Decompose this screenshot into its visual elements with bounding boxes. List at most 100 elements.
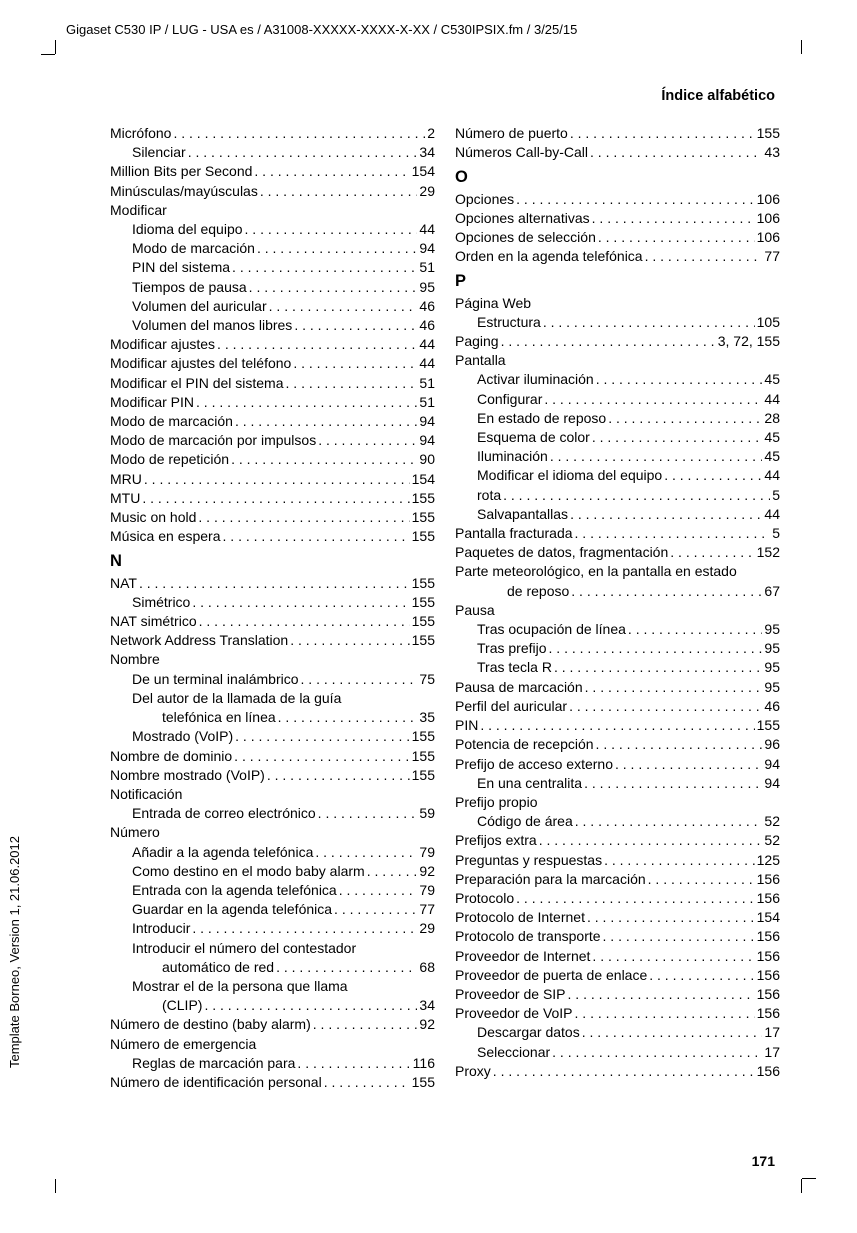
leader-dots <box>628 620 763 639</box>
index-entry: Proveedor de puerta de enlace156 <box>455 966 780 985</box>
leader-dots <box>196 393 417 412</box>
index-entry-page: 92 <box>419 1015 435 1034</box>
index-entry-label: Paging <box>455 332 499 351</box>
index-entry-page: 155 <box>412 593 435 612</box>
index-entry-page: 46 <box>419 297 435 316</box>
index-entry: Prefijos extra52 <box>455 831 780 850</box>
index-entry-label: Activar iluminación <box>477 370 594 389</box>
index-entry-page: 105 <box>757 313 780 332</box>
index-entry-label: Estructura <box>477 313 541 332</box>
leader-dots <box>139 574 410 593</box>
index-entry-label: Pantalla <box>455 351 506 370</box>
index-entry-page: 75 <box>419 670 435 689</box>
leader-dots <box>234 747 409 766</box>
index-entry-label: Opciones alternativas <box>455 209 590 228</box>
index-entry: Paging3, 72, 155 <box>455 332 780 351</box>
index-entry: Nombre de dominio155 <box>110 747 435 766</box>
index-entry: PIN155 <box>455 716 780 735</box>
leader-dots <box>297 1054 410 1073</box>
leader-dots <box>324 1073 410 1092</box>
leader-dots <box>604 851 755 870</box>
index-entry: Silenciar34 <box>110 143 435 162</box>
leader-dots <box>568 985 755 1004</box>
index-entry-page: 155 <box>757 716 780 735</box>
index-entry-page: 94 <box>419 412 435 431</box>
index-entry-label: Modificar ajustes <box>110 335 215 354</box>
leader-dots <box>480 716 754 735</box>
index-entry-label: Pausa <box>455 601 495 620</box>
index-entry-label: Perfil del auricular <box>455 697 567 716</box>
index-entry-label: telefónica en línea <box>162 708 276 727</box>
leader-dots <box>334 900 417 919</box>
index-entry: rota5 <box>455 486 780 505</box>
index-entry-label: Network Address Translation <box>110 631 288 650</box>
index-entry-page: 5 <box>772 524 780 543</box>
index-entry: Tras prefijo95 <box>455 639 780 658</box>
index-entry: Parte meteorológico, en la pantalla en e… <box>455 562 780 581</box>
leader-dots <box>235 727 409 746</box>
index-entry-label: Guardar en la agenda telefónica <box>132 900 332 919</box>
leader-dots <box>550 447 763 466</box>
index-entry-label: Micrófono <box>110 124 171 143</box>
leader-dots <box>590 143 762 162</box>
index-entry-page: 156 <box>757 947 780 966</box>
index-entry-label: Configurar <box>477 390 542 409</box>
index-entry-label: Music on hold <box>110 508 196 527</box>
index-entry-label: Número de puerto <box>455 124 568 143</box>
index-entry-page: 156 <box>757 1062 780 1081</box>
index-entry-label: Número de destino (baby alarm) <box>110 1015 311 1034</box>
index-entry-label: Protocolo de Internet <box>455 908 585 927</box>
index-entry-label: Pausa de marcación <box>455 678 583 697</box>
leader-dots <box>204 996 417 1015</box>
index-entry: Proveedor de VoIP156 <box>455 1004 780 1023</box>
template-version-text: Template Borneo, Version 1, 21.06.2012 <box>7 836 22 1068</box>
leader-dots <box>608 409 762 428</box>
index-entry: Prefijo propio <box>455 793 780 812</box>
index-entry-page: 156 <box>757 1004 780 1023</box>
leader-dots <box>648 870 755 889</box>
index-entry-label: Del autor de la llamada de la guía <box>132 689 341 708</box>
index-entry-page: 17 <box>764 1043 780 1062</box>
index-entry: Tras ocupación de línea95 <box>455 620 780 639</box>
leader-dots <box>192 919 417 938</box>
crop-mark <box>41 54 55 55</box>
index-entry: Mostrar el de la persona que llama <box>110 977 435 996</box>
index-entry: Número de puerto155 <box>455 124 780 143</box>
leader-dots <box>664 466 762 485</box>
index-entry-page: 95 <box>764 678 780 697</box>
index-entry: NAT simétrico155 <box>110 612 435 631</box>
index-entry-page: 95 <box>764 658 780 677</box>
index-entry: En una centralita94 <box>455 774 780 793</box>
index-section-letter: O <box>455 168 780 187</box>
leader-dots <box>294 316 417 335</box>
leader-dots <box>188 143 418 162</box>
index-entry-page: 155 <box>412 527 435 546</box>
leader-dots <box>217 335 417 354</box>
index-entry-label: Protocolo <box>455 889 514 908</box>
index-entry-label: Parte meteorológico, en la pantalla en e… <box>455 562 737 581</box>
index-entry-page: 44 <box>764 466 780 485</box>
index-entry-page: 45 <box>764 428 780 447</box>
index-entry: NAT155 <box>110 574 435 593</box>
leader-dots <box>199 612 410 631</box>
index-entry-label: Nombre <box>110 650 160 669</box>
index-entry-label: Volumen del manos libres <box>132 316 292 335</box>
leader-dots <box>315 843 417 862</box>
leader-dots <box>142 489 409 508</box>
index-entry-page: 52 <box>764 812 780 831</box>
index-entry-page: 45 <box>764 370 780 389</box>
index-entry-label: Entrada con la agenda telefónica <box>132 881 337 900</box>
index-entry: Del autor de la llamada de la guía <box>110 689 435 708</box>
index-entry-label: Nombre de dominio <box>110 747 232 766</box>
index-entry: Activar iluminación 45 <box>455 370 780 389</box>
index-entry-page: 29 <box>419 182 435 201</box>
index-entry-label: Prefijo propio <box>455 793 538 812</box>
index-entry-label: Tras tecla R <box>477 658 552 677</box>
leader-dots <box>552 1043 762 1062</box>
index-entry: Modificar el idioma del equipo44 <box>455 466 780 485</box>
index-entry-page: 44 <box>419 220 435 239</box>
index-entry-page: 106 <box>757 190 780 209</box>
index-entry: Modificar ajustes44 <box>110 335 435 354</box>
crop-mark <box>55 40 56 54</box>
index-entry-page: 116 <box>413 1054 435 1073</box>
